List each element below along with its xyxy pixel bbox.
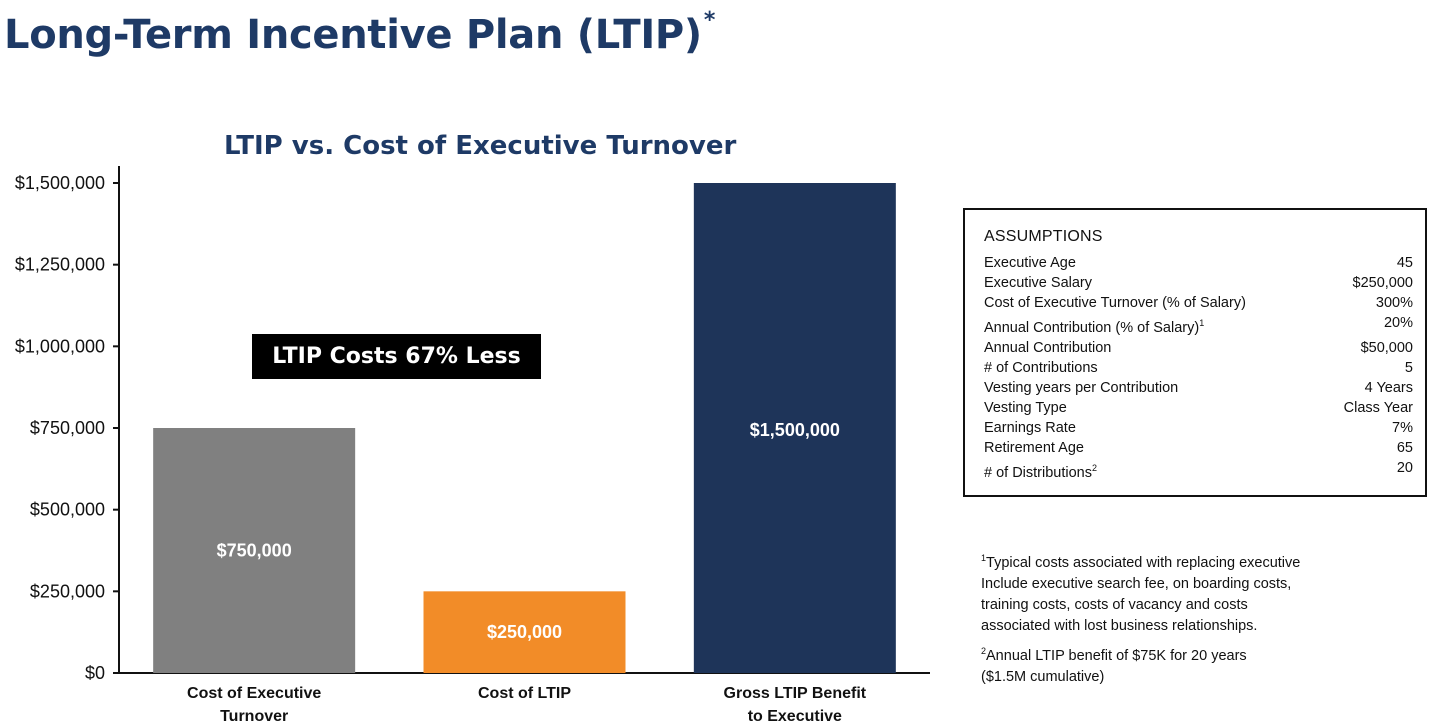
y-tick-label: $0 xyxy=(85,663,105,683)
assumption-label: Executive Age xyxy=(984,255,1076,271)
assumption-label: # of Contributions xyxy=(984,359,1098,376)
assumption-label: Retirement Age xyxy=(984,439,1084,456)
footnote: 2Annual LTIP benefit of $75K for 20 year… xyxy=(981,641,1421,688)
cost-comparison-callout: LTIP Costs 67% Less xyxy=(252,334,541,379)
assumption-value: 65 xyxy=(1396,439,1413,456)
assumptions-panel: ASSUMPTIONS Executive Age 45 Executive Sal… xyxy=(963,208,1427,497)
assumption-row: Cost of Executive Turnover (% of Salary)… xyxy=(984,293,1413,313)
page-title-text: Long-Term Incentive Plan (LTIP) xyxy=(4,12,702,58)
assumption-value: 7% xyxy=(1392,419,1413,436)
assumption-row: # of Distributions2 20 xyxy=(984,458,1413,483)
y-tick-label: $1,250,000 xyxy=(15,255,105,275)
bar-value-label: $250,000 xyxy=(487,622,562,642)
assumption-row: Annual Contribution $50,000 xyxy=(984,338,1413,358)
bar-value-label: $1,500,000 xyxy=(750,420,840,440)
assumption-row: Vesting years per Contribution 4 Years xyxy=(984,378,1413,398)
page-title: Long-Term Incentive Plan (LTIP)* xyxy=(4,8,715,58)
assumption-row: Retirement Age 65 xyxy=(984,438,1413,458)
assumption-value: 20% xyxy=(1383,315,1413,331)
assumption-row: Executive Age 45 xyxy=(984,253,1413,273)
assumption-label: Cost of Executive Turnover (% of Salary) xyxy=(984,295,1246,311)
assumption-row: Vesting Type Class Year xyxy=(984,398,1413,418)
assumption-row: # of Contributions 5 xyxy=(984,358,1413,378)
x-category-label: Turnover xyxy=(220,708,288,725)
chart-title: LTIP vs. Cost of Executive Turnover xyxy=(224,131,737,161)
footnote-line: associated with lost business relationsh… xyxy=(981,617,1258,634)
bar-value-label: $750,000 xyxy=(217,541,292,561)
assumption-value: 20 xyxy=(1396,459,1413,476)
title-footnote-mark: * xyxy=(703,8,716,33)
bar-1 xyxy=(153,428,356,673)
assumption-value: 45 xyxy=(1396,255,1413,271)
footnote-line: ($1.5M cumulative) xyxy=(981,668,1105,685)
assumption-row: Earnings Rate 7% xyxy=(984,418,1413,438)
assumptions-heading: ASSUMPTIONS xyxy=(984,228,1103,245)
x-category-label: Cost of Executive xyxy=(187,685,321,702)
y-tick-label: $500,000 xyxy=(30,500,105,520)
assumption-label: Annual Contribution xyxy=(984,339,1112,356)
x-category-label: Cost of LTIP xyxy=(478,685,571,702)
footnote: 1Typical costs associated with replacing… xyxy=(981,548,1421,637)
assumption-value: 300% xyxy=(1375,295,1413,311)
footnote-mark: 1 xyxy=(981,553,987,563)
footnote-line: Annual LTIP benefit of $75K for 20 years xyxy=(986,647,1247,664)
x-category-label: to Executive xyxy=(748,708,842,725)
assumption-row: Annual Contribution (% of Salary)1 20% xyxy=(984,313,1413,338)
bar-2 xyxy=(423,591,626,673)
assumptions-list: Executive Age 45 Executive Salary $250,000 C… xyxy=(984,253,1413,483)
assumption-value: 4 Years xyxy=(1364,379,1413,396)
assumption-value: 5 xyxy=(1404,359,1413,376)
assumption-label: Annual Contribution (% of Salary)1 xyxy=(984,318,1205,336)
y-tick-label: $250,000 xyxy=(30,581,105,601)
footnote-mark: 1 xyxy=(1199,318,1205,328)
assumption-value: $50,000 xyxy=(1360,339,1413,356)
bar-3 xyxy=(693,183,896,673)
assumption-value: $250,000 xyxy=(1352,275,1413,291)
footnote-line: Include executive search fee, on boardin… xyxy=(981,575,1292,592)
footnote-mark: 2 xyxy=(981,645,987,656)
y-tick-label: $750,000 xyxy=(30,418,105,438)
assumption-label: Executive Salary xyxy=(984,275,1092,291)
x-category-label: Gross LTIP Benefit xyxy=(724,685,867,702)
y-tick-label: $1,000,000 xyxy=(15,336,105,356)
bar-chart: $0 $250,000 $500,000 $750,000 $1,000,000 $1,2… xyxy=(15,166,930,725)
assumption-label: Vesting Type xyxy=(984,399,1067,416)
assumption-label: # of Distributions2 xyxy=(984,462,1098,481)
footnote-line: training costs, costs of vacancy and cos… xyxy=(981,596,1248,613)
footnote-mark: 2 xyxy=(1092,462,1098,473)
assumption-label: Vesting years per Contribution xyxy=(984,379,1179,396)
assumption-value: Class Year xyxy=(1343,399,1413,416)
assumption-label: Earnings Rate xyxy=(984,419,1076,436)
footnote-line: Typical costs associated with replacing … xyxy=(986,554,1301,571)
assumption-row: Executive Salary $250,000 xyxy=(984,273,1413,293)
footnotes: 1Typical costs associated with replacing… xyxy=(981,548,1421,692)
y-tick-label: $1,500,000 xyxy=(15,173,105,193)
